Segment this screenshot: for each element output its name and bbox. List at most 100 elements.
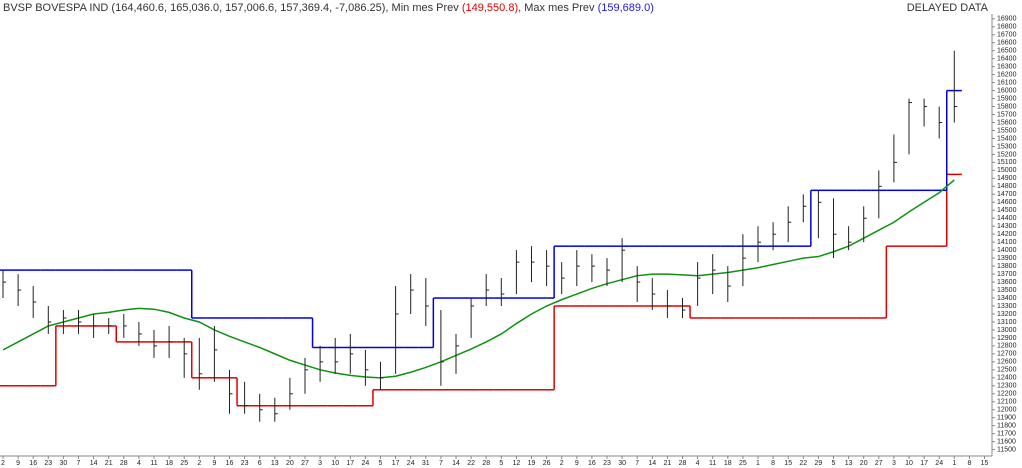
x-tick-label: 16 bbox=[29, 460, 37, 467]
y-tick-label: 14300 bbox=[997, 223, 1017, 230]
y-tick-label: 15400 bbox=[997, 135, 1017, 142]
x-tick-label: 23 bbox=[44, 460, 52, 467]
x-tick-label: 5 bbox=[379, 460, 383, 467]
x-tick-label: 29 bbox=[815, 460, 823, 467]
x-tick-label: 25 bbox=[739, 460, 747, 467]
legend-value: (149,550.8), bbox=[462, 2, 521, 14]
x-tick-label: 20 bbox=[860, 460, 868, 467]
x-tick-label: 23 bbox=[603, 460, 611, 467]
x-tick-label: 9 bbox=[212, 460, 216, 467]
y-tick-label: 14000 bbox=[997, 247, 1017, 254]
x-tick-label: 2 bbox=[1, 460, 5, 467]
x-tick-label: 3 bbox=[892, 460, 896, 467]
x-tick-label: 24 bbox=[935, 460, 943, 467]
x-tick-label: 9 bbox=[575, 460, 579, 467]
y-tick-label: 13200 bbox=[997, 311, 1017, 318]
x-tick-label: 5 bbox=[499, 460, 503, 467]
y-tick-label: 14200 bbox=[997, 231, 1017, 238]
y-tick-label: 15500 bbox=[997, 127, 1017, 134]
y-tick-label: 12200 bbox=[997, 391, 1017, 398]
y-tick-label: 13900 bbox=[997, 255, 1017, 262]
quote: (164,460.6, 165,036.0, 157,006.6, 157,36… bbox=[111, 2, 388, 14]
x-tick-label: 31 bbox=[422, 460, 430, 467]
y-tick-label: 13800 bbox=[997, 263, 1017, 270]
y-tick-label: 16800 bbox=[997, 24, 1017, 31]
y-tick-label: 11800 bbox=[997, 423, 1016, 430]
y-tick-label: 12700 bbox=[997, 351, 1017, 358]
x-tick-label: 6 bbox=[258, 460, 262, 467]
y-tick-label: 15100 bbox=[997, 159, 1017, 166]
y-tick-label: 12800 bbox=[997, 343, 1017, 350]
y-tick-label: 13600 bbox=[997, 279, 1017, 286]
x-tick-label: 9 bbox=[16, 460, 20, 467]
y-tick-label: 12600 bbox=[997, 359, 1017, 366]
y-tick-label: 11600 bbox=[997, 438, 1016, 445]
y-tick-label: 15800 bbox=[997, 103, 1017, 110]
x-tick-label: 11 bbox=[709, 460, 716, 467]
x-tick-label: 10 bbox=[331, 460, 339, 467]
x-tick-label: 7 bbox=[77, 460, 81, 467]
x-tick-label: 4 bbox=[137, 460, 141, 467]
legend-name: Max mes Prev bbox=[524, 2, 595, 14]
x-tick-label: 8 bbox=[967, 460, 971, 467]
y-tick-label: 13000 bbox=[997, 327, 1017, 334]
y-tick-label: 12900 bbox=[997, 335, 1017, 342]
x-tick-label: 26 bbox=[543, 460, 551, 467]
x-tick-label: 1 bbox=[952, 460, 956, 467]
legend-name: Min mes Prev bbox=[392, 2, 460, 14]
x-tick-label: 28 bbox=[482, 460, 490, 467]
y-tick-label: 11500 bbox=[997, 446, 1016, 453]
y-tick-label: 12100 bbox=[997, 399, 1017, 406]
y-tick-label: 15900 bbox=[997, 95, 1017, 102]
y-tick-label: 13400 bbox=[997, 295, 1017, 302]
x-tick-label: 22 bbox=[799, 460, 807, 467]
y-tick-label: 12400 bbox=[997, 375, 1017, 382]
x-tick-label: 17 bbox=[920, 460, 928, 467]
x-tick-label: 2 bbox=[197, 460, 201, 467]
y-tick-label: 14900 bbox=[997, 175, 1017, 182]
x-tick-label: 27 bbox=[301, 460, 309, 467]
x-tick-label: 20 bbox=[286, 460, 294, 467]
x-tick-label: 24 bbox=[362, 460, 370, 467]
y-tick-label: 16600 bbox=[997, 40, 1017, 47]
x-tick-label: 17 bbox=[392, 460, 400, 467]
y-tick-label: 16200 bbox=[997, 71, 1017, 78]
x-tick-label: 14 bbox=[452, 460, 460, 467]
x-tick-label: 2 bbox=[560, 460, 564, 467]
x-tick-label: 22 bbox=[467, 460, 475, 467]
y-tick-label: 13700 bbox=[997, 271, 1017, 278]
x-tick-label: 24 bbox=[407, 460, 415, 467]
y-tick-label: 14400 bbox=[997, 215, 1017, 222]
x-tick-label: 4 bbox=[696, 460, 700, 467]
x-tick-label: 21 bbox=[105, 460, 113, 467]
y-tick-label: 16400 bbox=[997, 56, 1017, 63]
y-tick-label: 15300 bbox=[997, 143, 1017, 150]
x-tick-label: 10 bbox=[905, 460, 913, 467]
x-tick-label: 3 bbox=[318, 460, 322, 467]
x-tick-label: 15 bbox=[981, 460, 989, 467]
x-tick-label: 18 bbox=[724, 460, 732, 467]
y-tick-label: 11900 bbox=[997, 415, 1016, 422]
y-tick-label: 14500 bbox=[997, 207, 1017, 214]
x-tick-label: 13 bbox=[271, 460, 279, 467]
y-tick-label: 15600 bbox=[997, 119, 1017, 126]
x-tick-label: 11 bbox=[150, 460, 157, 467]
x-tick-label: 23 bbox=[241, 460, 249, 467]
x-tick-label: 7 bbox=[439, 460, 443, 467]
y-tick-label: 16100 bbox=[997, 79, 1017, 86]
y-tick-label: 16000 bbox=[997, 87, 1017, 94]
x-tick-label: 30 bbox=[60, 460, 68, 467]
x-tick-label: 19 bbox=[528, 460, 536, 467]
x-tick-label: 15 bbox=[784, 460, 792, 467]
y-tick-label: 13300 bbox=[997, 303, 1017, 310]
x-tick-label: 14 bbox=[648, 460, 656, 467]
x-tick-label: 27 bbox=[875, 460, 883, 467]
y-tick-label: 16900 bbox=[997, 16, 1017, 23]
x-tick-label: 12 bbox=[513, 460, 521, 467]
y-tick-label: 14800 bbox=[997, 183, 1017, 190]
y-tick-label: 14600 bbox=[997, 199, 1017, 206]
y-tick-label: 13500 bbox=[997, 287, 1017, 294]
x-tick-label: 28 bbox=[679, 460, 687, 467]
y-tick-label: 16500 bbox=[997, 48, 1017, 55]
